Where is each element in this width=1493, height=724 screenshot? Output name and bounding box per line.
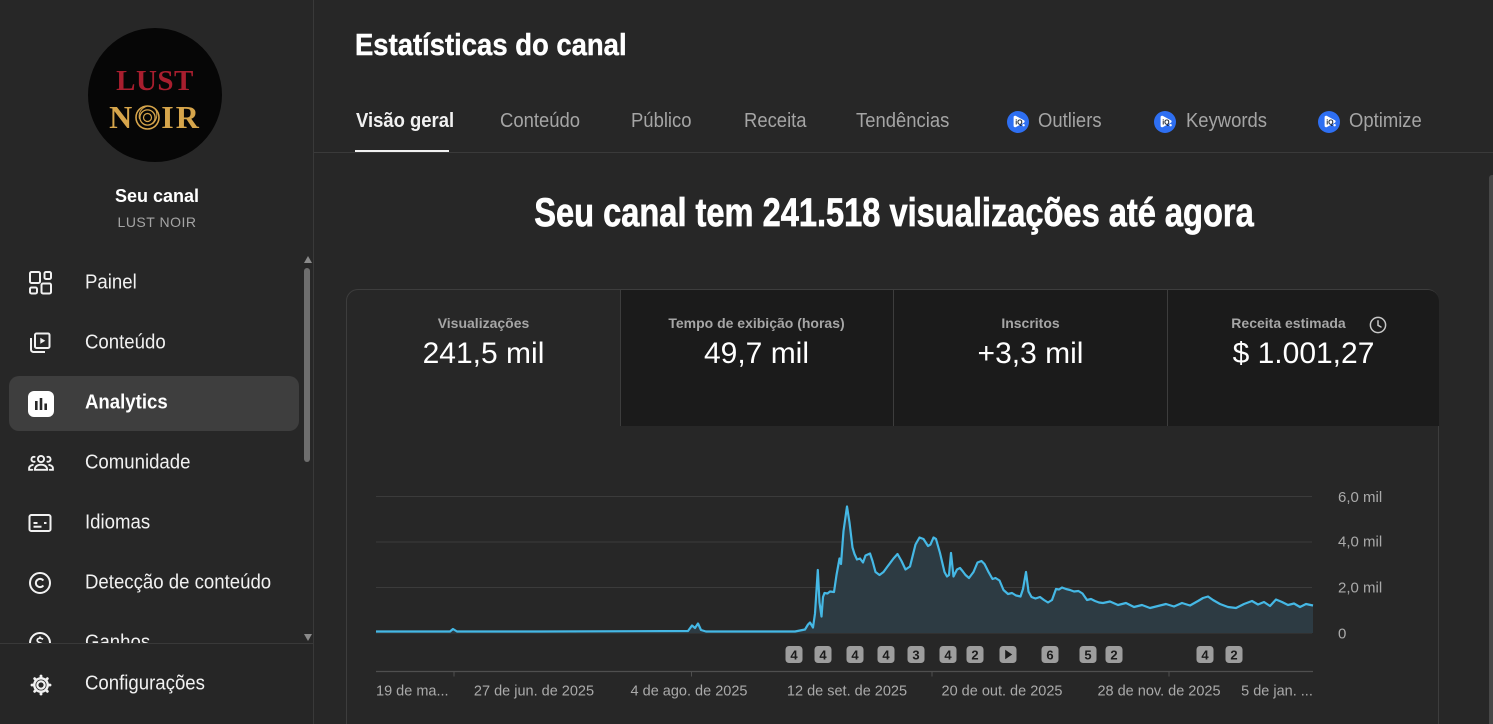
svg-text:4: 4 xyxy=(819,647,827,662)
svg-text:27 de jun. de 2025: 27 de jun. de 2025 xyxy=(474,684,594,700)
svg-text:6: 6 xyxy=(1046,647,1053,662)
svg-text:iQ: iQ xyxy=(1015,119,1023,126)
svg-text:4: 4 xyxy=(882,647,890,662)
svg-text:5 de jan. ...: 5 de jan. ... xyxy=(1241,684,1313,700)
svg-text:5: 5 xyxy=(1084,647,1091,662)
svg-text:20 de out. de 2025: 20 de out. de 2025 xyxy=(942,684,1063,700)
svg-text:28 de nov. de 2025: 28 de nov. de 2025 xyxy=(1097,684,1220,700)
svg-text:0: 0 xyxy=(1338,626,1346,643)
svg-text:3: 3 xyxy=(912,647,919,662)
svg-text:iQ: iQ xyxy=(1162,119,1170,126)
svg-text:12 de set. de 2025: 12 de set. de 2025 xyxy=(787,684,907,700)
svg-text:2: 2 xyxy=(1230,647,1237,662)
svg-text:2: 2 xyxy=(971,647,978,662)
svg-text:iQ: iQ xyxy=(1326,119,1334,126)
svg-text:6,0 mil: 6,0 mil xyxy=(1338,489,1382,506)
svg-text:4: 4 xyxy=(1201,647,1209,662)
svg-text:19 de ma...: 19 de ma... xyxy=(376,684,449,700)
svg-text:4: 4 xyxy=(944,647,952,662)
svg-text:4: 4 xyxy=(790,647,798,662)
svg-text:2: 2 xyxy=(1110,647,1117,662)
svg-text:4 de ago. de 2025: 4 de ago. de 2025 xyxy=(631,684,748,700)
svg-text:4,0 mil: 4,0 mil xyxy=(1338,534,1382,551)
svg-text:4: 4 xyxy=(851,647,859,662)
svg-text:2,0 mil: 2,0 mil xyxy=(1338,580,1382,597)
